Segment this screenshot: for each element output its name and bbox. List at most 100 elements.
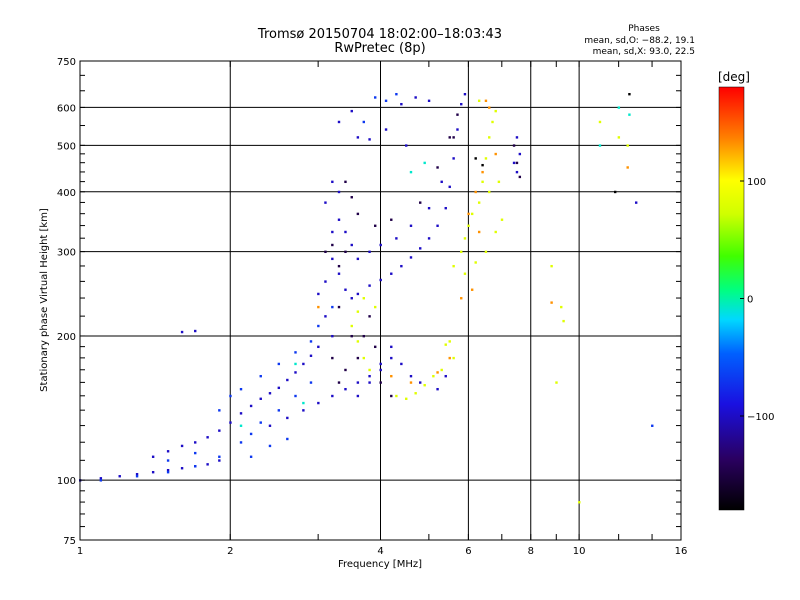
data-point: [484, 157, 488, 160]
data-point: [488, 136, 491, 139]
data-point: [356, 340, 360, 343]
data-point: [481, 163, 484, 167]
data-point: [324, 250, 327, 254]
phase-header: Phases: [628, 24, 660, 34]
colorbar-ticks: −100 0 100: [740, 177, 774, 423]
data-point: [362, 334, 366, 338]
data-point: [356, 356, 360, 360]
data-point: [390, 394, 393, 398]
data-point: [414, 392, 417, 395]
data-point: [331, 180, 334, 184]
data-point: [555, 381, 558, 384]
data-point: [229, 394, 232, 398]
data-point: [598, 144, 602, 147]
data-point: [286, 416, 289, 420]
data-point: [356, 212, 360, 216]
data-point: [419, 247, 422, 250]
data-point: [337, 120, 341, 124]
data-point: [362, 356, 366, 360]
phase-stats-o: mean, sd,O: −88.2, 19.1: [584, 36, 695, 46]
data-point: [286, 378, 289, 382]
data-point: [356, 136, 360, 139]
y-tick-label: 600: [57, 103, 76, 114]
data-point: [444, 343, 447, 346]
data-points: [79, 92, 654, 504]
data-point: [324, 280, 327, 283]
data-point: [331, 356, 334, 360]
data-point: [259, 374, 262, 378]
data-point: [350, 109, 353, 113]
data-point: [344, 230, 347, 234]
data-point: [515, 170, 519, 174]
data-point: [368, 250, 371, 254]
data-point: [218, 429, 221, 432]
data-point: [374, 345, 377, 349]
x-tick-label: 16: [675, 546, 688, 557]
data-point: [628, 92, 631, 96]
data-point: [151, 470, 155, 474]
data-point: [440, 368, 443, 372]
data-point: [613, 190, 617, 194]
data-point: [518, 152, 522, 156]
data-point: [562, 319, 565, 323]
data-point: [317, 401, 320, 405]
data-point: [436, 224, 439, 227]
x-tick-label: 2: [227, 546, 233, 557]
data-point: [331, 334, 334, 338]
data-point: [384, 128, 388, 131]
data-point: [331, 305, 334, 309]
data-point: [218, 409, 221, 412]
data-point: [467, 212, 470, 216]
data-point: [337, 264, 341, 268]
data-point: [481, 180, 484, 184]
data-point: [194, 329, 197, 333]
data-point: [180, 444, 184, 448]
data-point: [324, 315, 327, 318]
data-point: [460, 250, 463, 254]
data-point: [390, 374, 393, 378]
data-point: [249, 455, 253, 458]
data-point: [409, 256, 413, 259]
y-tick-label: 200: [57, 332, 76, 343]
colorbar: [deg] −100 0 100: [718, 70, 774, 511]
data-point: [550, 264, 553, 268]
data-point: [409, 381, 413, 384]
data-point: [390, 272, 393, 275]
data-point: [444, 206, 447, 210]
data-point: [409, 170, 413, 174]
data-point: [400, 102, 403, 106]
data-point: [626, 166, 629, 169]
data-point: [477, 99, 481, 102]
data-point: [444, 374, 447, 378]
data-point: [617, 106, 621, 109]
data-point: [460, 297, 463, 300]
colorbar-gradient: [718, 86, 745, 511]
data-point: [239, 424, 243, 427]
colorbar-tick-label: 0: [747, 295, 753, 306]
data-point: [494, 230, 497, 234]
data-point: [481, 170, 484, 174]
data-point: [331, 243, 334, 247]
data-point: [409, 224, 413, 227]
data-point: [448, 136, 451, 139]
y-tick-label: 300: [57, 248, 76, 259]
data-point: [436, 371, 439, 374]
data-point: [194, 441, 197, 444]
colorbar-tick-label: −100: [747, 412, 774, 423]
data-point: [518, 175, 522, 179]
data-point: [166, 459, 170, 462]
data-point: [384, 99, 388, 102]
data-point: [628, 113, 631, 116]
data-point: [350, 196, 353, 199]
data-point: [423, 383, 426, 387]
data-point: [390, 218, 393, 221]
y-ticks: 75 100 200 300 400 500 600 750: [57, 57, 681, 547]
y-tick-label: 75: [63, 536, 76, 547]
data-point: [432, 374, 435, 378]
data-point: [239, 412, 243, 415]
data-point: [368, 374, 371, 378]
data-point: [294, 351, 297, 354]
data-point: [374, 96, 377, 99]
data-point: [515, 136, 519, 139]
data-point: [474, 261, 477, 264]
